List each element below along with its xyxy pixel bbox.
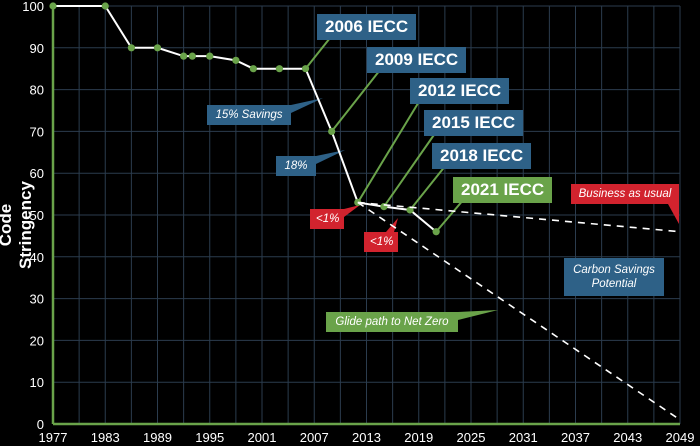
carbon-line-1: Carbon Savings [573, 264, 655, 276]
label-2012-iecc: 2012 IECC [410, 78, 510, 104]
svg-text:2043: 2043 [613, 430, 642, 445]
svg-text:40: 40 [30, 250, 44, 265]
svg-text:100: 100 [22, 0, 44, 14]
svg-text:2013: 2013 [352, 430, 381, 445]
y-axis-label: Code Stringency [0, 181, 35, 269]
axes [51, 6, 680, 426]
grid [52, 5, 681, 425]
label-15-savings: 15% Savings [207, 105, 291, 125]
svg-text:2019: 2019 [404, 430, 433, 445]
svg-text:60: 60 [30, 166, 44, 181]
svg-text:2001: 2001 [248, 430, 277, 445]
svg-text:2025: 2025 [457, 430, 486, 445]
label-2006-iecc: 2006 IECC [317, 14, 417, 40]
label-carbon-savings-potential: Carbon Savings Potential [564, 258, 664, 296]
carbon-line-2: Potential [591, 278, 637, 290]
svg-text:10: 10 [30, 375, 44, 390]
svg-text:20: 20 [30, 333, 44, 348]
label-2018-iecc: 2018 IECC [432, 143, 532, 169]
label-business-as-usual: Business as usual [571, 184, 679, 204]
svg-text:30: 30 [30, 292, 44, 307]
svg-text:90: 90 [30, 41, 44, 56]
label-2015-iecc: 2015 IECC [424, 110, 524, 136]
svg-text:50: 50 [30, 208, 44, 223]
svg-text:80: 80 [30, 83, 44, 98]
callout-lines [291, 37, 679, 320]
tick-labels: 0 10 20 30 40 50 60 70 80 90 100 1977 1983 1989 1995 20… [22, 0, 694, 445]
svg-text:70: 70 [30, 124, 44, 139]
label-less-than-1-b: <1% [364, 232, 398, 252]
svg-text:1983: 1983 [91, 430, 120, 445]
label-18-percent: 18% [276, 156, 316, 176]
label-glide-path: Glide path to Net Zero [326, 312, 458, 332]
label-2009-iecc: 2009 IECC [367, 47, 467, 73]
label-2021-iecc: 2021 IECC [453, 177, 553, 203]
svg-text:2031: 2031 [509, 430, 538, 445]
svg-text:2049: 2049 [666, 430, 695, 445]
svg-text:1995: 1995 [195, 430, 224, 445]
svg-text:1989: 1989 [143, 430, 172, 445]
svg-text:1977: 1977 [39, 430, 68, 445]
label-less-than-1-a: <1% [310, 209, 344, 229]
svg-text:0: 0 [37, 417, 44, 432]
svg-text:2007: 2007 [300, 430, 329, 445]
svg-text:2037: 2037 [561, 430, 590, 445]
data-lines [49, 2, 681, 421]
